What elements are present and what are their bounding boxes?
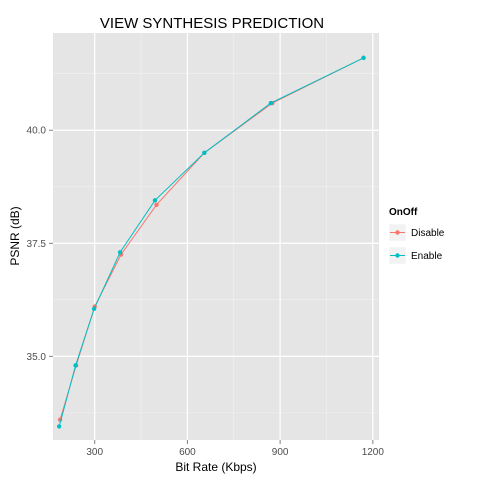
x-tick-label: 900 [272,447,289,458]
data-point-enable [91,306,97,312]
legend-key-point [395,253,400,258]
legend-label-enable: Enable [411,251,443,262]
y-axis: 35.0 37.5 40.0 [27,126,53,363]
chart-title: VIEW SYNTHESIS PREDICTION [100,15,324,32]
series-line-enable [58,57,364,427]
data-point-disable [154,202,159,208]
y-tick-label: 35.0 [27,352,47,363]
legend: OnOff Disable Enable [388,207,445,265]
series-layer [56,55,366,429]
data-point-enable [73,363,78,368]
x-axis: 300 600 900 1200 [86,440,384,458]
data-point-enable [152,198,158,203]
data-point-enable [361,55,366,61]
plot-panel [53,33,379,440]
x-axis-title: Bit Rate (Kbps) [175,460,256,474]
x-tick-label: 600 [179,447,196,458]
data-point-enable [56,424,62,429]
data-point-enable [268,100,274,106]
legend-title: OnOff [389,207,418,218]
y-tick-label: 40.0 [27,126,47,137]
data-point-enable [117,250,123,255]
major-gridlines [53,33,379,440]
legend-label-disable: Disable [411,228,445,239]
minor-gridlines [53,33,379,440]
data-point-enable [202,150,207,156]
x-tick-label: 1200 [362,447,385,458]
y-tick-label: 37.5 [27,239,47,250]
y-axis-title: PSNR (dB) [8,206,22,265]
legend-key-point [395,230,400,235]
x-tick-label: 300 [86,447,103,458]
